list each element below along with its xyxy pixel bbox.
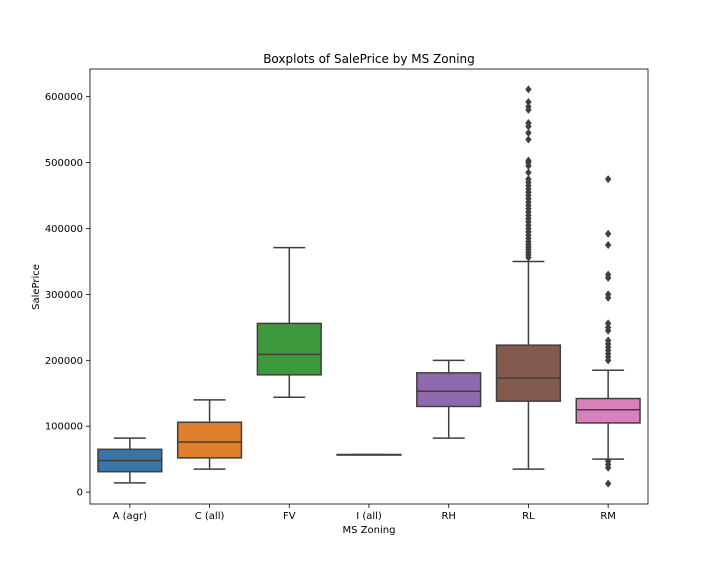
box-group [495,85,562,470]
outlier-point [604,319,612,328]
x-tick-label: RM [600,511,616,522]
outlier-point [525,135,532,144]
outlier-point [604,290,612,299]
y-tick-label: 400000 [45,224,83,235]
outlier-point [525,168,532,177]
box-group [575,175,641,488]
plot-frame [89,68,649,505]
box [416,372,482,408]
outlier-point [525,119,532,128]
y-axis-title: SalePrice [31,264,42,310]
box-group [336,453,402,456]
y-tick-label: 600000 [45,92,83,103]
y-axis: 0 100000 200000 300000 400000 500000 600000 [45,92,90,499]
y-tick-label: 300000 [45,290,83,301]
outlier-point [525,85,532,94]
x-axis: A (agr) C (all) FV I (all) RH RL RM [113,504,616,522]
y-tick-label: 100000 [45,422,83,433]
plot-area [89,68,649,505]
x-tick-label: FV [283,511,296,522]
box [495,344,562,402]
outlier-point [525,156,532,165]
x-tick-label: C (all) [195,511,225,522]
chart-title: Boxplots of SalePrice by MS Zoning [263,52,475,66]
x-tick-label: A (agr) [113,511,148,522]
outlier-point [525,175,532,184]
box [256,322,322,376]
box-group [176,399,243,470]
box-group [256,246,322,398]
box-group [97,437,163,484]
outlier-point [525,128,532,137]
outlier-point [604,175,612,184]
outlier-point [525,97,532,106]
x-tick-label: RL [522,511,535,522]
box-group [416,359,482,439]
x-tick-label: I (all) [356,511,382,522]
outlier-point [604,240,612,249]
outlier-point [604,229,612,238]
x-tick-label: RH [441,511,455,522]
x-axis-title: MS Zoning [343,525,396,536]
box [575,397,641,424]
y-tick-label: 200000 [45,356,83,367]
y-tick-label: 500000 [45,158,83,169]
box [176,421,243,459]
outlier-point [604,479,612,488]
outlier-point [525,102,532,111]
y-tick-label: 0 [77,488,83,499]
outlier-point [604,336,612,345]
outlier-point [604,457,612,466]
outlier-point [604,270,612,279]
